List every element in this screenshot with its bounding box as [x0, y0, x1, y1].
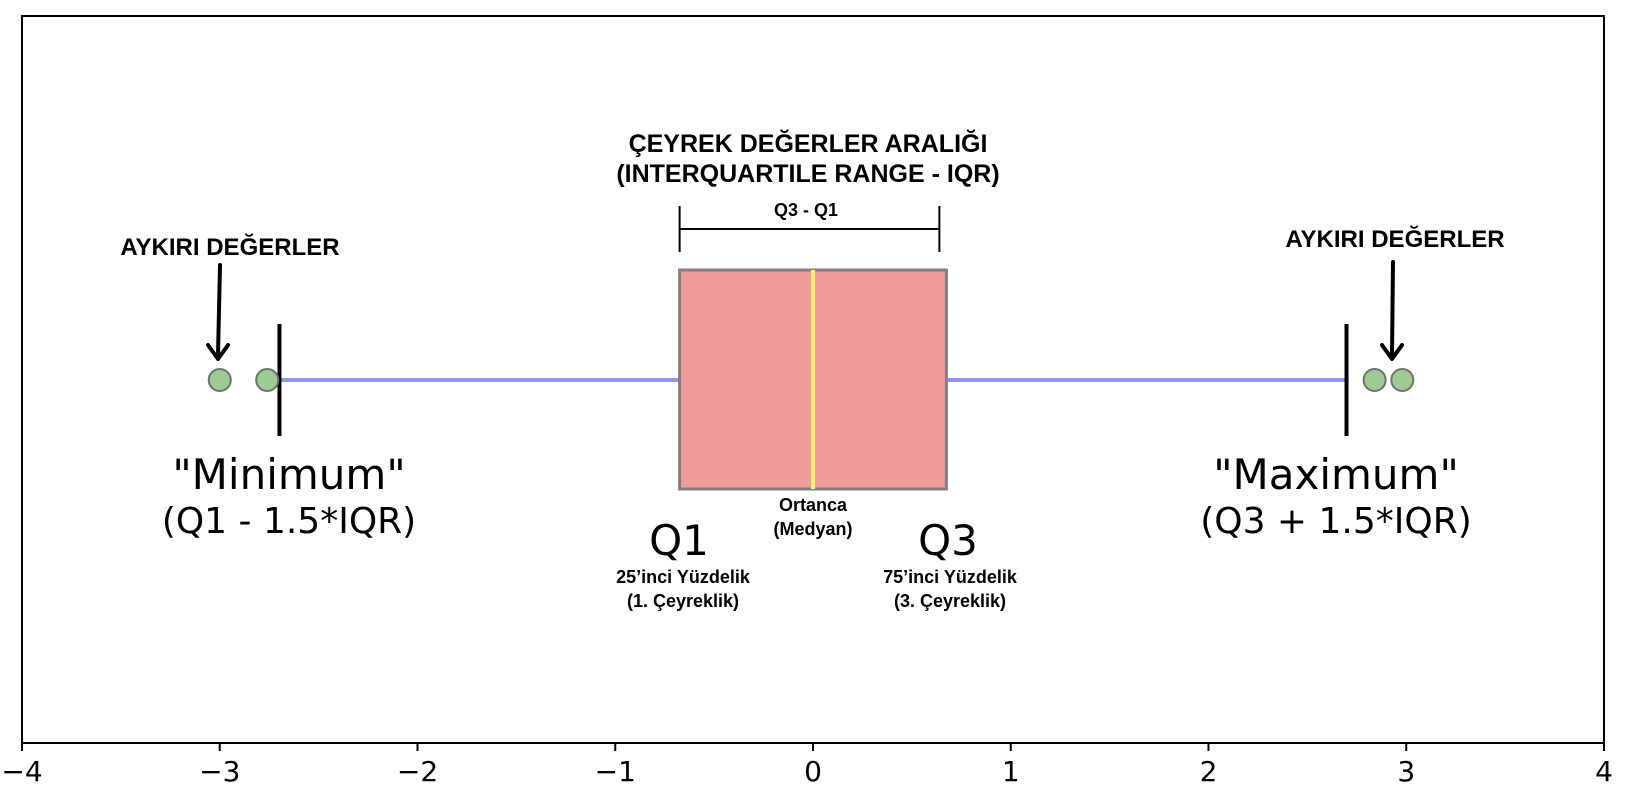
q3-percentile: 75’inci Yüzdelik — [883, 567, 1018, 587]
outlier-point — [207, 368, 232, 392]
q1-percentile: 25’inci Yüzdelik — [616, 567, 751, 587]
x-tick-label: 0 — [804, 755, 822, 788]
q3-title: Q3 — [918, 516, 978, 565]
outliers-left-arrow-head — [206, 343, 230, 361]
iqr-formula-label: Q3 - Q1 — [774, 200, 838, 220]
outlier-point — [255, 368, 280, 392]
minimum-formula: (Q1 - 1.5*IQR) — [162, 501, 416, 542]
outliers-right-label: AYKIRI DEĞERLER — [1285, 225, 1504, 253]
outliers-right-arrow-shaft — [1390, 260, 1395, 357]
median-label-line1: Ortanca — [779, 495, 848, 515]
x-tick-label: −3 — [199, 755, 240, 788]
minimum-title: "Minimum" — [172, 450, 405, 499]
x-tick-label: 3 — [1397, 755, 1415, 788]
x-tick-label: 4 — [1595, 755, 1613, 788]
outlier-point — [1362, 368, 1387, 392]
outliers-left-arrow-shaft — [216, 263, 222, 357]
x-tick-label: −2 — [397, 755, 438, 788]
x-tick-label: 1 — [1002, 755, 1020, 788]
x-tick-label: −1 — [595, 755, 636, 788]
iqr-title-line2: (INTERQUARTILE RANGE - IQR) — [616, 160, 999, 188]
x-tick-label: −4 — [1, 755, 42, 788]
median-label-line2: (Medyan) — [773, 519, 852, 539]
x-tick-label: 2 — [1200, 755, 1218, 788]
q3-quartile: (3. Çeyreklik) — [894, 591, 1006, 611]
outlier-point — [1390, 368, 1415, 392]
outliers-left-label: AYKIRI DEĞERLER — [120, 233, 339, 261]
outliers-right-arrow-head — [1380, 343, 1404, 361]
maximum-title: "Maximum" — [1213, 450, 1459, 499]
q1-quartile: (1. Çeyreklik) — [627, 591, 739, 611]
iqr-title-line1: ÇEYREK DEĞERLER ARALIĞI — [629, 129, 988, 158]
maximum-formula: (Q3 + 1.5*IQR) — [1200, 501, 1472, 542]
q1-title: Q1 — [649, 516, 709, 565]
